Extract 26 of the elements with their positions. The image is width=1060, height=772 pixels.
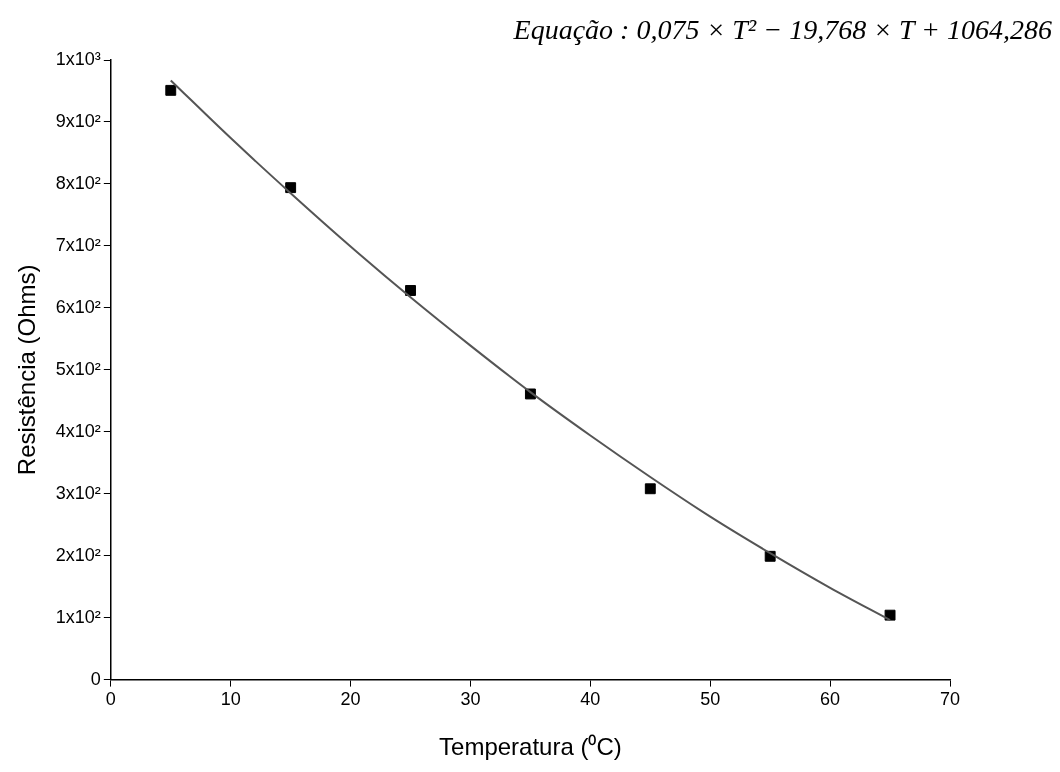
x-tick-label: 50 bbox=[700, 689, 721, 710]
x-tick-label: 70 bbox=[939, 689, 961, 710]
y-tick-label: 2x10² bbox=[55, 544, 101, 565]
x-tick-label: 40 bbox=[580, 689, 601, 710]
y-tick-label: 4x10² bbox=[55, 420, 101, 441]
y-tick-label: 1x10³ bbox=[55, 48, 101, 69]
text: Equação : 0,075 × T² − 19,768 × T + 1064,286 bbox=[513, 14, 1052, 46]
x-tick-label: 0 bbox=[105, 689, 116, 710]
y-tick-label: 7x10² bbox=[55, 234, 101, 255]
y-tick-label: 8x10² bbox=[55, 172, 101, 193]
y-axis-title: Resistência (Ohms) bbox=[13, 264, 41, 476]
y-tick-label: 3x10² bbox=[55, 482, 101, 503]
y-tick-label: 5x10² bbox=[55, 358, 101, 379]
y-tick-label: 0 bbox=[90, 668, 101, 689]
y-tick-label: 9x10² bbox=[55, 110, 101, 131]
point bbox=[405, 285, 416, 296]
y-tick-label: 6x10² bbox=[55, 296, 101, 317]
x-axis-title: Temperatura (⁰C) bbox=[439, 733, 622, 761]
x-tick-label: 60 bbox=[820, 689, 841, 710]
x-tick-label: 30 bbox=[460, 689, 481, 710]
x-tick-label: 10 bbox=[220, 689, 241, 710]
y-tick-label: 1x10² bbox=[55, 606, 101, 627]
point bbox=[644, 483, 656, 495]
point bbox=[165, 84, 177, 96]
x-tick-label: 20 bbox=[340, 689, 361, 710]
point bbox=[884, 609, 896, 621]
